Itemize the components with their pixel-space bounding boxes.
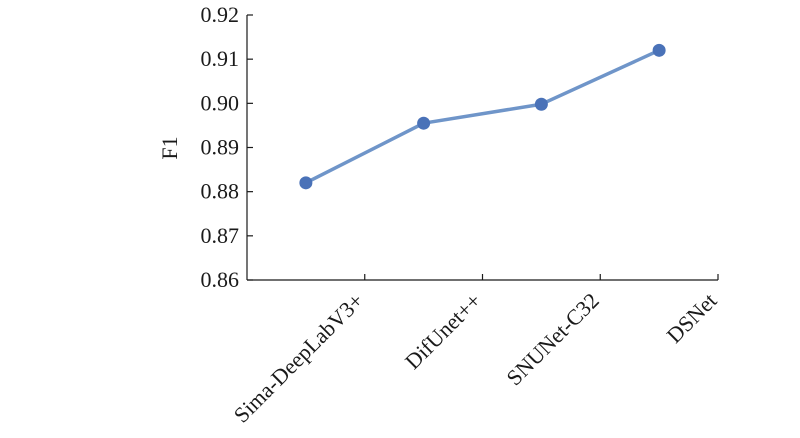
y-tick-label: 0.90	[201, 90, 240, 115]
data-point	[299, 176, 313, 190]
y-tick-label: 0.89	[201, 135, 240, 160]
x-tick-label: Sima-DeepLabV3+	[229, 288, 369, 428]
x-axis-ticks: Sima-DeepLabV3+ DifUnet++ SNUNet-C32 DSNet	[229, 274, 722, 427]
data-point	[652, 43, 666, 57]
x-tick-label: SNUNet-C32	[501, 288, 603, 390]
y-tick-label: 0.91	[201, 46, 240, 71]
data-point	[534, 97, 548, 111]
y-axis-title: F1	[157, 136, 182, 159]
y-axis-ticks: 0.86 0.87 0.88 0.89 0.90 0.91 0.92	[201, 2, 253, 292]
x-tick-label: DifUnet++	[400, 288, 486, 374]
y-tick-label: 0.86	[201, 267, 240, 292]
y-tick-label: 0.92	[201, 2, 240, 27]
x-tick-label: DSNet	[662, 288, 722, 348]
series-line	[305, 48, 660, 185]
y-tick-label: 0.88	[201, 179, 240, 204]
series-group	[299, 43, 666, 190]
y-tick-label: 0.87	[201, 223, 240, 248]
data-point	[417, 116, 431, 130]
